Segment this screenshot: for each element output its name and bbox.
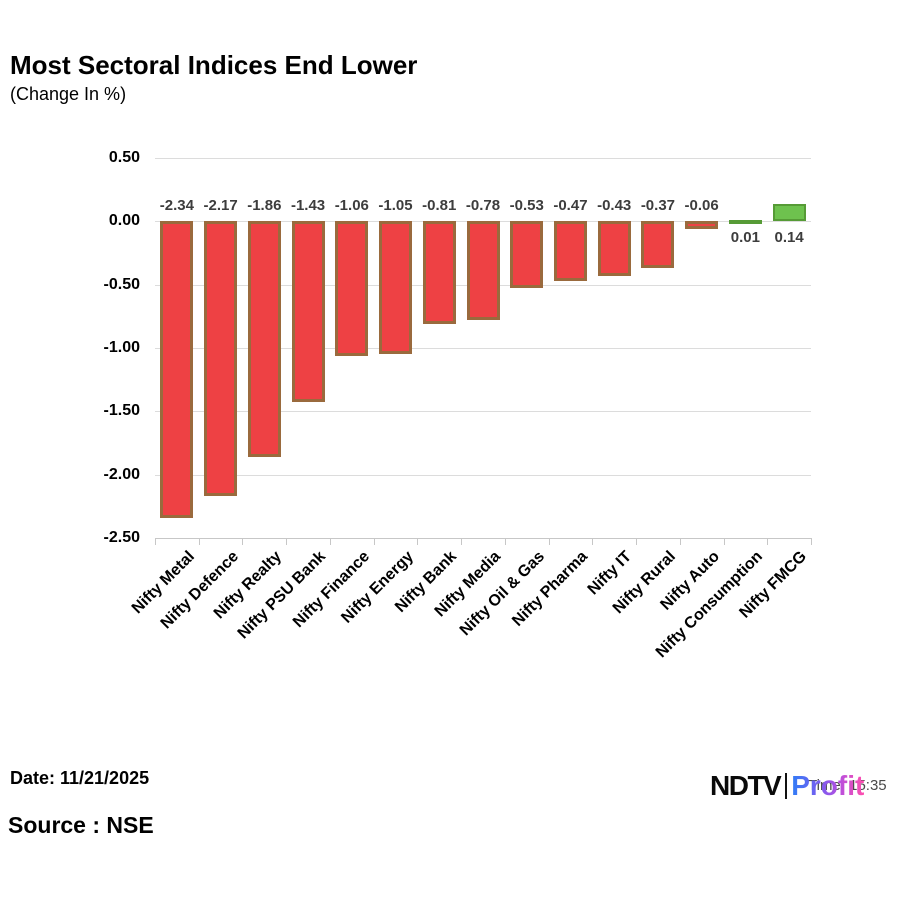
gridline — [155, 411, 811, 413]
bar — [772, 203, 806, 222]
x-axis-tick-mark — [417, 538, 419, 545]
y-axis-tick-label: -2.00 — [103, 465, 140, 483]
x-axis-tick-mark — [679, 538, 681, 545]
bar — [160, 221, 194, 518]
bar — [204, 221, 238, 497]
bar — [685, 221, 719, 229]
bar-value-label: -0.37 — [640, 197, 676, 215]
x-axis-tick-mark — [286, 538, 288, 545]
chart-title: Most Sectoral Indices End Lower — [10, 50, 418, 80]
bar-value-label: -2.34 — [159, 197, 194, 215]
x-axis-tick-mark — [329, 538, 331, 545]
bar — [728, 220, 762, 225]
x-axis-tick-mark — [636, 538, 638, 545]
bar — [641, 221, 675, 269]
date-label: Date: 11/21/2025 — [10, 768, 150, 788]
ghost-time-text: Time: 15:35 — [808, 777, 887, 794]
bar-value-label: -0.06 — [684, 197, 719, 215]
x-axis-tick-mark — [242, 538, 244, 545]
bar-value-label: -0.43 — [597, 197, 632, 215]
x-axis-tick-mark — [198, 538, 200, 545]
logo-separator-bar — [785, 773, 788, 799]
bar — [553, 221, 587, 281]
x-axis-tick-mark — [461, 538, 463, 545]
gridline — [155, 348, 811, 349]
gridline — [155, 538, 811, 539]
y-axis-tick-label: -2.50 — [103, 529, 140, 546]
bar-value-label: -0.78 — [465, 197, 501, 215]
profit-wordmark: Profit — [791, 770, 865, 801]
x-axis-tick-mark — [155, 538, 156, 545]
x-axis-tick-mark — [723, 538, 725, 545]
bar-value-label: -1.86 — [247, 197, 282, 215]
gridline — [155, 158, 811, 159]
bar-value-label: -0.53 — [509, 197, 544, 215]
bar — [466, 221, 500, 321]
x-axis-tick-mark — [548, 538, 550, 545]
bar-value-label: -1.05 — [378, 197, 413, 215]
x-axis-tick-mark — [592, 538, 594, 545]
y-axis-tick-label: -1.00 — [103, 339, 140, 356]
x-axis-tick-mark — [373, 538, 375, 545]
bar — [597, 221, 631, 276]
bar — [247, 221, 281, 457]
x-axis-tick-mark — [767, 538, 769, 545]
y-axis-tick-label: -1.50 — [103, 402, 140, 420]
bar-value-label: 0.14 — [774, 229, 804, 247]
x-axis-tick-mark — [811, 538, 812, 545]
bar-value-label: -0.47 — [553, 197, 588, 215]
y-axis-tick-label: 0.00 — [108, 212, 140, 230]
plot-area: -2.34 Nifty Metal -2.17 Nifty Defence -1.86 N… — [129, 158, 812, 661]
bar-value-label: 0.01 — [730, 229, 760, 247]
bar — [510, 221, 544, 289]
gridline — [155, 474, 811, 476]
x-axis-tick-mark — [504, 538, 506, 545]
bar — [335, 221, 369, 356]
chart-subtitle: (Change In %) — [10, 84, 127, 104]
bar-value-label: -2.17 — [203, 197, 238, 215]
ndtv-wordmark: NDTV — [710, 770, 782, 801]
bar — [291, 221, 325, 403]
bar-value-label: -1.06 — [334, 197, 369, 215]
y-axis-tick-label: -0.50 — [103, 275, 140, 293]
bar-value-label: -1.43 — [290, 197, 326, 215]
source-label: Source : NSE — [8, 812, 154, 838]
bar — [379, 221, 413, 355]
bar — [422, 221, 456, 324]
bar-value-label: -0.81 — [422, 197, 457, 215]
y-axis-tick-label: 0.50 — [108, 149, 140, 166]
